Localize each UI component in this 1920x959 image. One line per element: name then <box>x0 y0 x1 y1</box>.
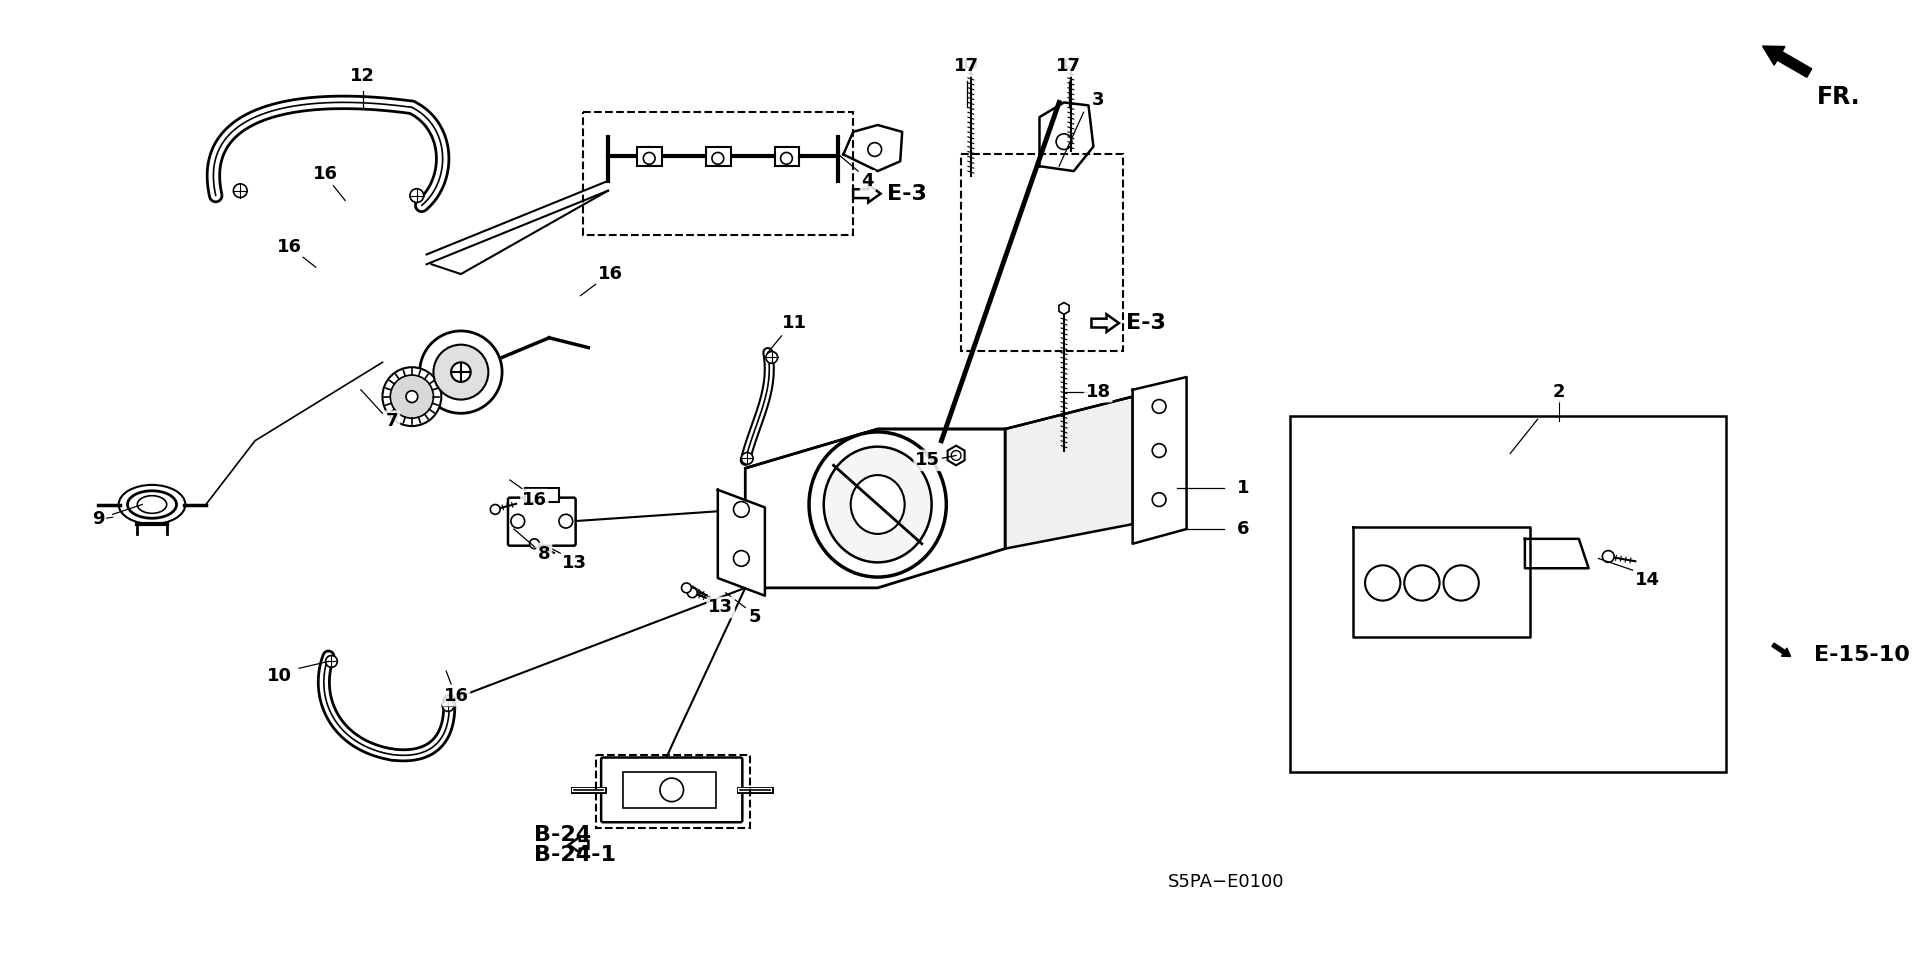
Polygon shape <box>1039 103 1092 171</box>
Circle shape <box>511 514 524 528</box>
Text: 16: 16 <box>522 491 547 508</box>
Polygon shape <box>843 125 902 171</box>
FancyBboxPatch shape <box>509 498 576 546</box>
Circle shape <box>530 539 540 549</box>
Bar <box>774 147 799 166</box>
Bar <box>597 755 751 829</box>
Text: 16: 16 <box>313 165 338 183</box>
Text: E-3: E-3 <box>887 183 927 203</box>
Circle shape <box>1152 493 1165 506</box>
Text: 11: 11 <box>781 315 806 332</box>
Ellipse shape <box>851 475 904 534</box>
Circle shape <box>1603 550 1615 562</box>
Text: B-24: B-24 <box>534 825 591 845</box>
Circle shape <box>559 514 572 528</box>
FancyBboxPatch shape <box>601 758 743 822</box>
Ellipse shape <box>119 485 186 525</box>
Circle shape <box>1444 565 1478 600</box>
Ellipse shape <box>808 432 947 577</box>
Polygon shape <box>1006 397 1133 549</box>
Circle shape <box>326 656 338 667</box>
Text: 4: 4 <box>862 172 874 190</box>
Text: E-15-10: E-15-10 <box>1814 644 1910 665</box>
Circle shape <box>382 367 442 426</box>
Circle shape <box>733 550 749 566</box>
Text: 18: 18 <box>1085 383 1112 401</box>
Text: 10: 10 <box>267 667 292 685</box>
Circle shape <box>643 152 655 164</box>
Text: 16: 16 <box>444 687 468 705</box>
Ellipse shape <box>138 496 167 513</box>
Text: 7: 7 <box>386 412 399 431</box>
Text: 17: 17 <box>954 58 979 75</box>
Polygon shape <box>0 429 6 588</box>
Text: 12: 12 <box>349 67 374 85</box>
Bar <box>1290 416 1726 772</box>
Circle shape <box>405 390 419 403</box>
Text: 9: 9 <box>92 510 104 528</box>
Text: 3: 3 <box>1092 90 1104 108</box>
Text: 6: 6 <box>1236 520 1250 538</box>
Circle shape <box>682 583 691 593</box>
Text: B-24-1: B-24-1 <box>534 845 616 865</box>
Circle shape <box>442 700 453 712</box>
Bar <box>637 147 662 166</box>
Circle shape <box>741 453 753 464</box>
Circle shape <box>1365 565 1400 600</box>
Text: 17: 17 <box>1056 58 1081 75</box>
Circle shape <box>781 152 793 164</box>
Circle shape <box>234 184 248 198</box>
Text: E-3: E-3 <box>1125 313 1165 333</box>
Text: 13: 13 <box>708 598 733 617</box>
Circle shape <box>409 189 424 202</box>
Bar <box>962 154 1123 351</box>
Ellipse shape <box>127 491 177 518</box>
Circle shape <box>766 352 778 363</box>
Bar <box>622 772 716 807</box>
Ellipse shape <box>824 447 931 562</box>
Text: 16: 16 <box>597 265 622 283</box>
Circle shape <box>712 152 724 164</box>
Circle shape <box>1404 565 1440 600</box>
Text: FR.: FR. <box>1816 84 1860 108</box>
Polygon shape <box>1524 539 1588 569</box>
Text: 2: 2 <box>1553 383 1565 401</box>
Circle shape <box>687 588 697 597</box>
FancyArrow shape <box>1763 46 1812 78</box>
Circle shape <box>1056 134 1071 150</box>
FancyArrow shape <box>852 185 881 202</box>
Bar <box>524 488 559 502</box>
Text: S5PA−E0100: S5PA−E0100 <box>1167 873 1284 891</box>
FancyArrow shape <box>568 837 588 853</box>
Text: 16: 16 <box>276 238 301 256</box>
Circle shape <box>490 504 499 514</box>
Circle shape <box>451 363 470 382</box>
Polygon shape <box>718 490 764 596</box>
Circle shape <box>434 344 488 400</box>
Bar <box>584 112 852 235</box>
Circle shape <box>733 502 749 517</box>
Text: 13: 13 <box>563 554 588 573</box>
Circle shape <box>420 331 503 413</box>
Circle shape <box>1152 444 1165 457</box>
Text: 5: 5 <box>749 608 762 626</box>
Polygon shape <box>1133 377 1187 544</box>
Text: 8: 8 <box>538 545 551 563</box>
FancyArrow shape <box>1091 315 1119 332</box>
Text: 15: 15 <box>916 452 941 469</box>
Polygon shape <box>0 755 6 959</box>
Circle shape <box>390 375 434 418</box>
Circle shape <box>1152 400 1165 413</box>
Polygon shape <box>1354 527 1530 637</box>
Bar <box>707 147 732 166</box>
Circle shape <box>660 778 684 802</box>
FancyArrow shape <box>1772 643 1791 657</box>
Text: 14: 14 <box>1636 571 1661 589</box>
Circle shape <box>950 451 962 460</box>
Circle shape <box>868 143 881 156</box>
Text: 1: 1 <box>1236 479 1250 497</box>
